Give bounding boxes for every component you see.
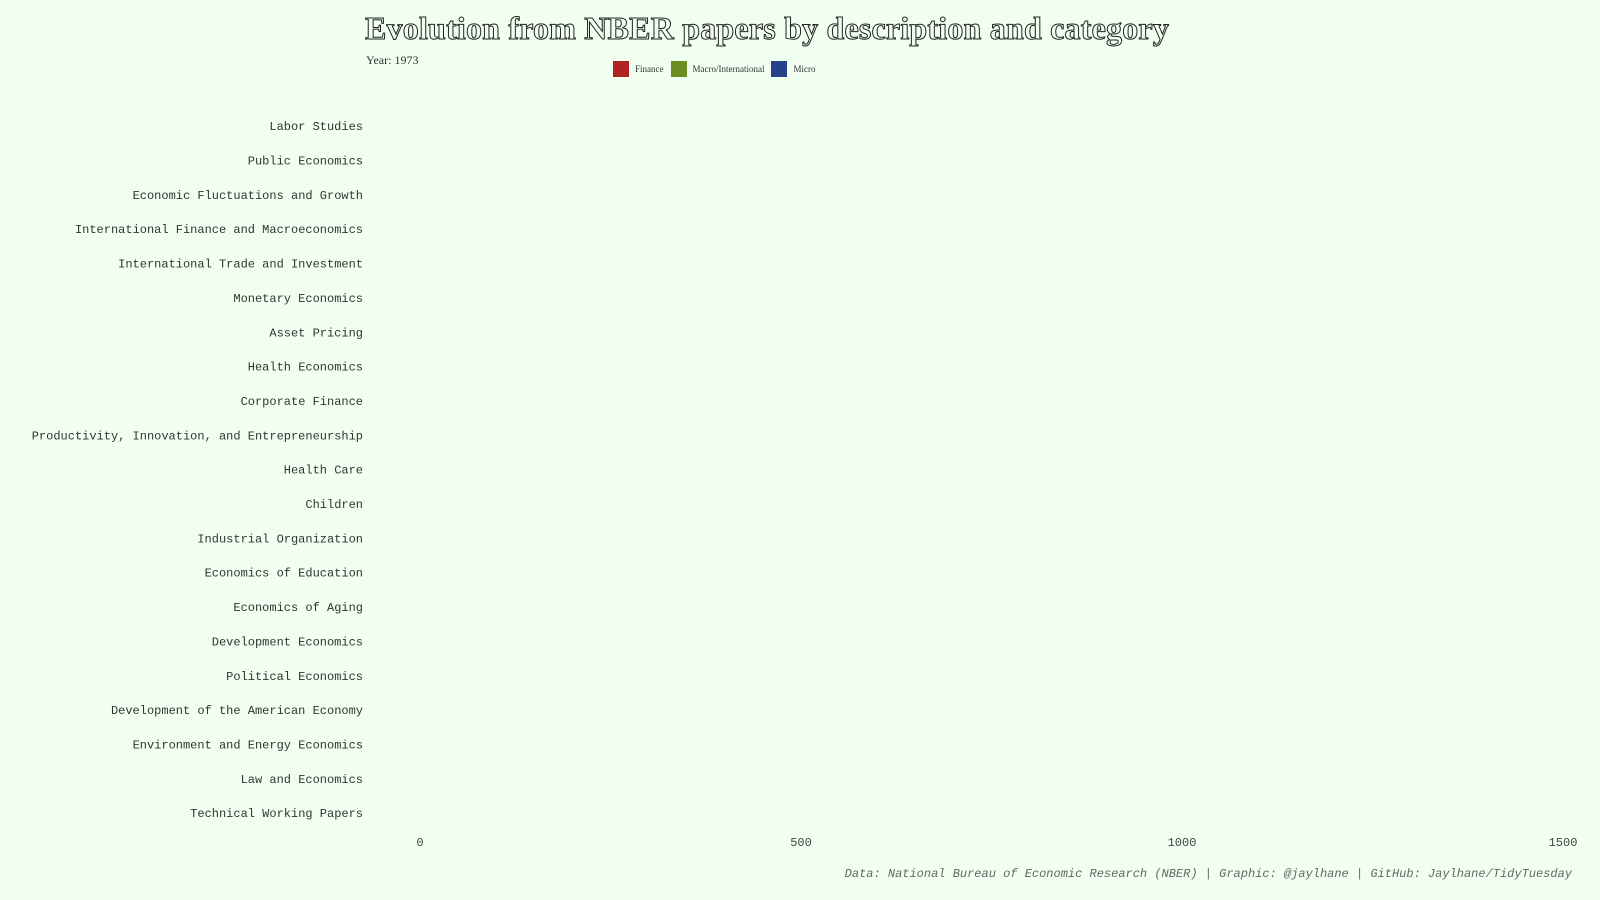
category-label: Environment and Energy Economics <box>133 738 363 752</box>
category-label: Economics of Education <box>205 567 363 581</box>
category-label: Technical Working Papers <box>190 807 363 821</box>
category-label: Industrial Organization <box>197 532 363 546</box>
x-tick-label: 1000 <box>1168 836 1197 850</box>
category-label: Health Economics <box>248 361 363 375</box>
chart-legend: Finance Macro/International Micro <box>613 61 822 77</box>
legend-swatch-finance <box>613 61 629 77</box>
category-label: Law and Economics <box>241 773 363 787</box>
x-tick-label: 500 <box>790 836 812 850</box>
category-label: Productivity, Innovation, and Entreprene… <box>32 429 363 443</box>
category-label: Economic Fluctuations and Growth <box>133 189 363 203</box>
legend-label-finance: Finance <box>635 64 664 74</box>
category-label: Children <box>305 498 363 512</box>
category-label: Labor Studies <box>269 120 363 134</box>
category-label: Political Economics <box>226 670 363 684</box>
category-label: Health Care <box>284 464 363 478</box>
legend-item-micro: Micro <box>771 61 815 77</box>
category-label: Public Economics <box>248 155 363 169</box>
legend-swatch-macro-international <box>670 61 687 77</box>
chart-subtitle: Year: 1973 <box>366 53 419 67</box>
category-label: Economics of Aging <box>233 601 363 615</box>
category-label: Asset Pricing <box>269 326 363 340</box>
legend-label-macro-international: Macro/International <box>692 64 765 74</box>
category-label: International Trade and Investment <box>118 258 363 272</box>
category-labels: Labor Studies Public Economics Economic Fl… <box>32 120 363 821</box>
category-label: International Finance and Macroeconomics <box>75 223 363 237</box>
category-label: Development of the American Economy <box>111 704 363 718</box>
legend-label-micro: Micro <box>793 64 816 74</box>
bar-chart: Labor Studies Public Economics Economic Fl… <box>32 120 1578 850</box>
chart-title: Evolution from NBER papers by descriptio… <box>364 10 1170 47</box>
chart-caption: Data: National Bureau of Economic Resear… <box>844 867 1572 881</box>
legend-item-macro-international: Macro/International <box>670 61 765 77</box>
category-label: Development Economics <box>212 635 363 649</box>
legend-item-finance: Finance <box>613 61 664 77</box>
category-label: Corporate Finance <box>241 395 363 409</box>
x-tick-label: 0 <box>416 836 423 850</box>
category-label: Monetary Economics <box>233 292 363 306</box>
x-tick-label: 1500 <box>1549 836 1578 850</box>
legend-swatch-micro <box>771 61 788 77</box>
x-axis-ticks: 0 500 1000 1500 <box>416 836 1577 850</box>
